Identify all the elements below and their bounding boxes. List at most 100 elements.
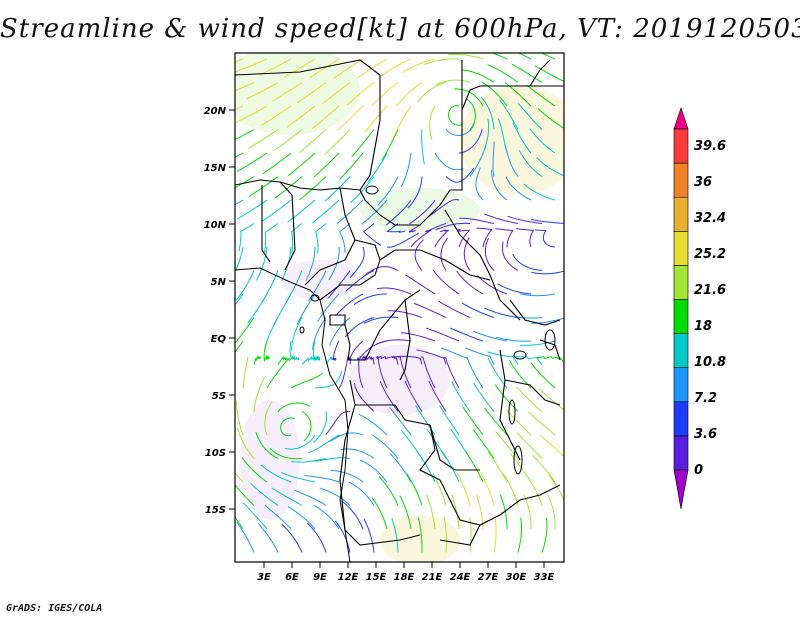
- streamline: [261, 105, 292, 126]
- streamline: [389, 406, 412, 436]
- streamline: [273, 129, 303, 152]
- streamline: [389, 453, 412, 483]
- streamline: [511, 63, 543, 83]
- streamline: [332, 340, 340, 361]
- colorbar-label: 7.2: [694, 391, 717, 406]
- streamline: [466, 98, 476, 130]
- streamline: [517, 103, 543, 130]
- streamline: [312, 199, 340, 224]
- streamline: [517, 517, 522, 553]
- streamline: [487, 451, 508, 483]
- streamline: [482, 118, 490, 154]
- streamline: [312, 340, 321, 362]
- streamline: [360, 355, 375, 365]
- streamline: [376, 355, 399, 365]
- streamline: [393, 105, 412, 137]
- streamline: [304, 474, 340, 483]
- streamline: [327, 270, 351, 299]
- colorbar: 39.6 36 32.4 25.2 21.6 18 10.8 7.2 3.6 0: [673, 107, 726, 510]
- lon-label: 3E: [257, 572, 271, 583]
- streamline: [520, 340, 556, 346]
- streamline: [408, 223, 423, 233]
- streamline: [461, 302, 495, 318]
- streamline: [235, 152, 244, 158]
- streamline: [339, 152, 364, 180]
- streamline: [531, 270, 564, 275]
- streamline: [328, 246, 340, 281]
- streamline: [512, 122, 532, 154]
- map-frame: [234, 52, 565, 563]
- streamline: [536, 356, 564, 364]
- streamline: [371, 82, 399, 107]
- streamline: [407, 176, 423, 209]
- streamline: [262, 199, 292, 222]
- streamline: [307, 522, 327, 553]
- streamline: [448, 53, 484, 60]
- streamline: [409, 199, 436, 225]
- streamline: [534, 229, 556, 248]
- footer-credit: GrADS: IGES/COLA: [6, 603, 103, 614]
- streamline: [235, 105, 268, 123]
- streamline: [345, 270, 375, 292]
- streamline: [290, 372, 324, 389]
- streamline: [363, 316, 399, 324]
- streamline: [235, 400, 244, 436]
- streamline: [505, 176, 532, 201]
- colorbar-label: 18: [694, 319, 712, 334]
- streamline: [528, 411, 556, 436]
- colorbar-label: 3.6: [694, 427, 717, 442]
- streamline: [450, 327, 484, 342]
- streamline: [365, 266, 399, 276]
- streamline: [541, 517, 548, 553]
- streamline: [253, 377, 265, 412]
- streamline: [291, 223, 303, 254]
- streamline: [523, 494, 532, 529]
- streamline: [440, 237, 449, 271]
- streamline: [235, 58, 268, 73]
- streamline: [299, 176, 327, 201]
- streamline: [287, 505, 316, 530]
- streamline: [526, 84, 556, 107]
- streamline: [350, 176, 375, 204]
- streamline: [305, 247, 316, 281]
- streamline: [493, 517, 497, 553]
- streamline: [371, 497, 388, 530]
- streamline: [236, 521, 255, 553]
- streamline: [487, 351, 519, 365]
- streamline: [334, 520, 351, 553]
- lat-label: 5S: [212, 391, 226, 402]
- streamline: [246, 82, 279, 100]
- streamline: [324, 129, 351, 155]
- streamline: [325, 410, 351, 436]
- streamline: [566, 518, 572, 552]
- streamline: [367, 152, 388, 183]
- streamlines: [235, 53, 572, 553]
- streamline: [235, 199, 244, 206]
- streamline: [406, 473, 423, 506]
- streamline: [516, 386, 543, 412]
- streamline: [481, 81, 508, 107]
- streamline: [451, 381, 471, 412]
- streamline: [425, 223, 447, 233]
- streamline: [281, 472, 316, 483]
- streamline: [351, 129, 375, 158]
- streamline: [519, 293, 556, 297]
- streamline: [416, 349, 447, 365]
- streamline: [435, 222, 471, 231]
- colorbar-label: 36: [694, 175, 712, 190]
- streamline: [506, 314, 543, 319]
- streamline: [473, 429, 495, 459]
- streamline: [329, 317, 351, 346]
- colorbar-segment: [673, 196, 689, 232]
- streamline: [324, 176, 351, 202]
- lat-label: 15S: [205, 505, 226, 516]
- streamline: [538, 388, 564, 411]
- streamline: [391, 517, 399, 553]
- streamline: [262, 152, 292, 175]
- streamline: [494, 384, 519, 412]
- streamline: [495, 228, 514, 248]
- streamline: [358, 413, 388, 436]
- streamline: [517, 53, 532, 60]
- streamline: [281, 523, 303, 553]
